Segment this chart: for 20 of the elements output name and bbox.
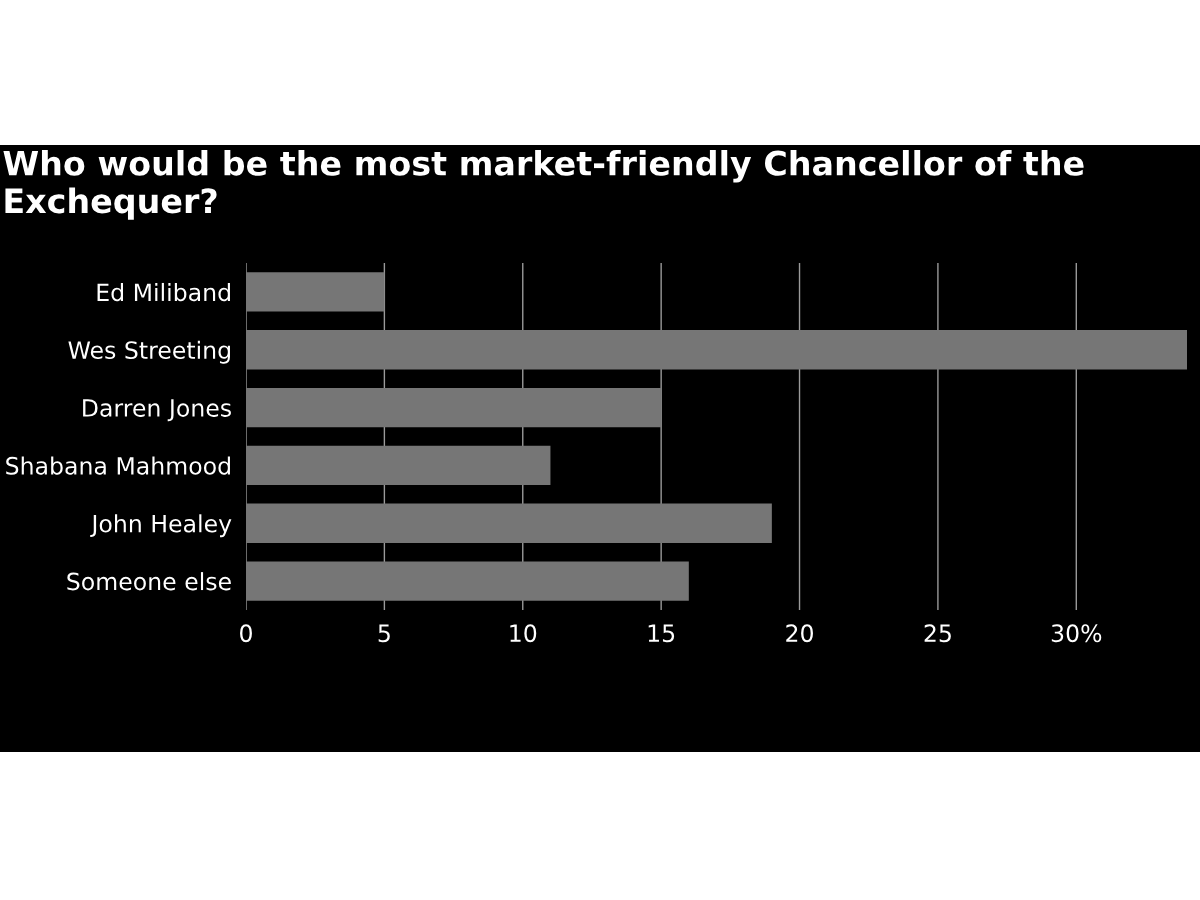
bar [246, 503, 772, 543]
y-tick-label: Wes Streeting [68, 340, 230, 364]
bar [246, 561, 689, 601]
x-tick-label: 30% [1051, 624, 1102, 643]
y-tick-label: Ed Miliband [97, 282, 230, 302]
bar [246, 272, 385, 312]
x-tick-label: 15 [648, 624, 675, 643]
bar [246, 445, 551, 486]
y-tick-label: John Healey [90, 514, 232, 538]
x-tick-label: 10 [510, 624, 537, 643]
bar [246, 330, 1187, 370]
y-tick-label: Shabana Mahmood [6, 456, 230, 475]
bar [246, 387, 662, 428]
y-tick-label: Someone else [67, 572, 231, 591]
x-tick-label: 25 [924, 624, 951, 643]
x-tick-label: 5 [378, 624, 390, 643]
x-tick-label: 0 [240, 624, 252, 643]
y-tick-label: Darren Jones [83, 399, 231, 422]
x-tick-label: 20 [786, 624, 813, 643]
chart-title: Who would be the most market-friendly Chancellor of the Exchequer? [3, 150, 1084, 220]
